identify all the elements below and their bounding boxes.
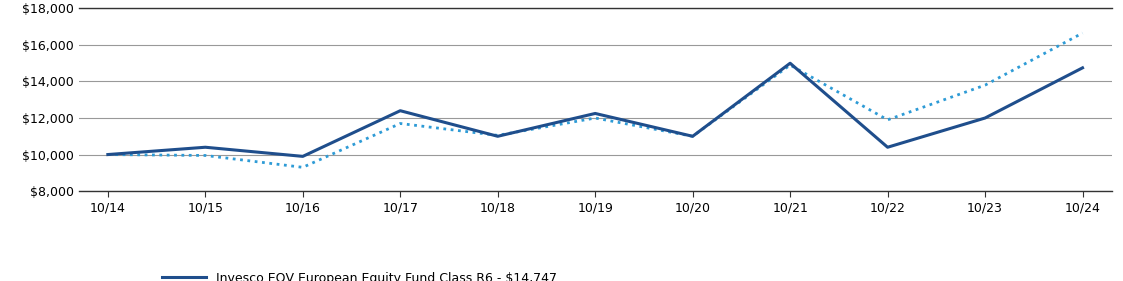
Legend: Invesco EQV European Equity Fund Class R6 - $14,747, MSCI Europe Index (Net) - $: Invesco EQV European Equity Fund Class R… [157, 267, 562, 281]
